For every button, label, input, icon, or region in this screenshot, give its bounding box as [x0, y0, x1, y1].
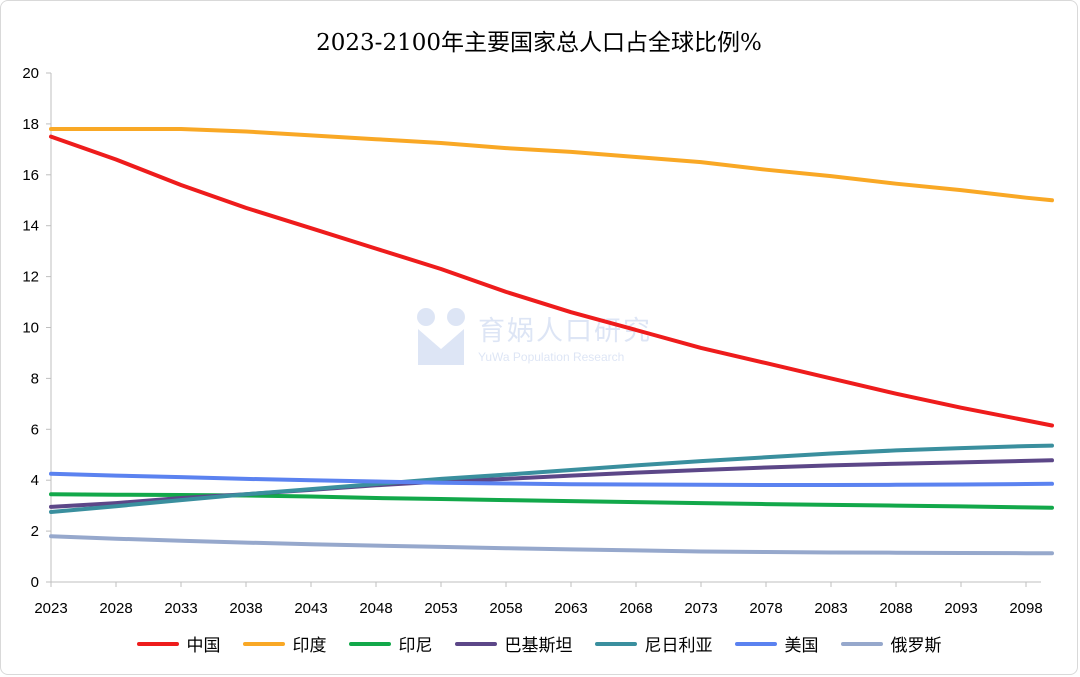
y-tick-label: 14 — [22, 218, 39, 235]
legend-label: 印度 — [292, 636, 327, 656]
legend-swatch — [734, 641, 777, 646]
legend-label: 印尼 — [398, 636, 433, 656]
x-tick-label: 2073 — [684, 600, 717, 617]
y-tick-label: 16 — [22, 167, 39, 184]
y-tick-label: 0 — [31, 574, 39, 591]
series-line-0 — [49, 134, 1054, 428]
legend-item: 巴基斯坦 — [454, 631, 573, 656]
y-tick-label: 12 — [22, 269, 39, 286]
legend-label: 中国 — [186, 636, 221, 656]
legend-item: 印尼 — [348, 631, 433, 656]
x-tick-label: 2083 — [814, 600, 847, 617]
watermark: 育娲人口研究 YuWa Population Research — [416, 307, 652, 365]
legend-swatch — [136, 641, 179, 646]
y-tick-label: 10 — [22, 320, 39, 337]
y-tick-label: 2 — [31, 523, 39, 540]
y-tick-label: 20 — [22, 65, 39, 82]
legend-item: 中国 — [136, 631, 221, 656]
legend-label: 尼日利亚 — [644, 636, 713, 656]
y-tick-label: 4 — [31, 472, 39, 489]
y-tick-label: 18 — [22, 116, 39, 133]
legend-item: 美国 — [734, 631, 819, 656]
x-tick-label: 2063 — [554, 600, 587, 617]
legend-item: 尼日利亚 — [594, 631, 713, 656]
legend-swatch — [454, 641, 497, 646]
series-line-5 — [49, 471, 1054, 487]
watermark-logo-icon — [417, 308, 465, 365]
x-tick-label: 2038 — [229, 600, 262, 617]
watermark-main-text: 育娲人口研究 — [478, 315, 652, 347]
legend-label: 俄罗斯 — [890, 636, 942, 656]
x-tick-label: 2043 — [294, 600, 327, 617]
legend-label: 巴基斯坦 — [504, 636, 573, 656]
y-tick-label: 8 — [31, 370, 39, 387]
x-tick-label: 2048 — [359, 600, 392, 617]
series-line-4 — [49, 443, 1054, 514]
legend-item: 俄罗斯 — [840, 631, 942, 656]
series-line-1 — [49, 127, 1054, 203]
x-tick-label: 2078 — [749, 600, 782, 617]
x-tick-label: 2053 — [424, 600, 457, 617]
legend-swatch — [348, 641, 391, 646]
legend-item: 印度 — [242, 631, 327, 656]
x-tick-label: 2023 — [34, 600, 67, 617]
x-tick-label: 2033 — [164, 600, 197, 617]
series-line-6 — [49, 534, 1054, 556]
line-chart: 0 2 4 6 8 10 12 14 16 18 20 2023 2028 2033 2038 2043 204… — [22, 65, 1054, 617]
x-tick-label: 2098 — [1009, 600, 1042, 617]
chart-title: 2023-2100年主要国家总人口占全球比例% — [316, 30, 762, 56]
legend-swatch — [242, 641, 285, 646]
x-tick-label: 2093 — [944, 600, 977, 617]
x-tick-label: 2068 — [619, 600, 652, 617]
x-tick-label: 2088 — [879, 600, 912, 617]
legend-swatch — [840, 641, 883, 646]
chart-legend: 中国 印度 印尼 巴基斯坦 尼日利亚 美国 俄罗斯 — [1, 631, 1077, 656]
legend-swatch — [594, 641, 637, 646]
watermark-sub-text: YuWa Population Research — [478, 349, 625, 364]
x-tick-label: 2058 — [489, 600, 522, 617]
x-tick-label: 2028 — [99, 600, 132, 617]
legend-label: 美国 — [784, 636, 819, 656]
y-tick-label: 6 — [31, 421, 39, 438]
